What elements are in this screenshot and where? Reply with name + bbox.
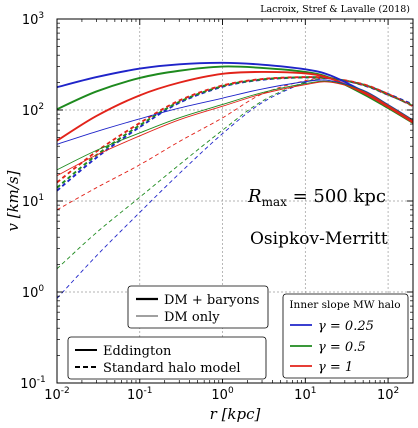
legend-line-width-box (127, 285, 269, 329)
legend-slope-title: Inner slope MW halo (289, 299, 400, 311)
x-tick-label: 10-2 (44, 386, 70, 403)
y-tick-label: 101 (22, 193, 44, 210)
rmax-annotation: Rmax = 500 kpc (247, 186, 386, 209)
ticks (56, 18, 413, 384)
y-tick-label: 102 (22, 102, 44, 119)
legend-line-width: DM + baryons DM only (127, 285, 269, 329)
series-line-eddington-dm-baryons-gamma-1 (56, 70, 414, 142)
x-tick-label: 101 (294, 386, 316, 403)
y-tick-label: 100 (22, 284, 45, 301)
credit-text: Lacroix, Stref & Lavalle (2018) (260, 4, 410, 15)
x-axis-label: r [kpc] (210, 405, 261, 423)
series-layer (56, 61, 414, 299)
y-tick-label: 10-1 (20, 375, 46, 392)
legend-method: Eddington Standard halo model (67, 336, 267, 380)
legend-gamma-1-label: γ = 1 (318, 360, 353, 375)
y-tick-label: 103 (22, 11, 44, 28)
x-tick-label: 100 (211, 386, 234, 403)
y-tick-labels: 10-1 100 101 102 103 (20, 11, 46, 392)
legend-method-box (67, 336, 267, 380)
legend-gamma-025-label: γ = 0.25 (318, 319, 374, 334)
legend-gamma-05-label: γ = 0.5 (318, 340, 366, 355)
series-line-shm-dm-baryons-gamma-1 (56, 76, 414, 184)
series-line-eddington-dm-only-gamma-025 (56, 79, 414, 145)
x-tick-labels: 10-2 10-1 100 101 102 (44, 386, 399, 403)
x-tick-label: 102 (377, 386, 399, 403)
model-annotation: Osipkov-Merritt (250, 229, 388, 249)
legend-thick-label: DM + baryons (164, 293, 259, 308)
series-line-eddington-dm-baryons-gamma-05 (56, 65, 414, 124)
x-tick-label: 10-1 (127, 386, 153, 403)
legend-slope-box (282, 293, 409, 379)
legend-thin-label: DM only (164, 310, 220, 325)
series-line-eddington-dm-only-gamma-1 (56, 81, 414, 177)
legend-solid-label: Eddington (103, 344, 172, 359)
legend-dashed-label: Standard halo model (103, 361, 241, 376)
y-axis-label: v [km/s] (4, 170, 22, 231)
series-line-shm-dm-only-gamma-1 (56, 77, 414, 211)
series-line-shm-dm-only-gamma-05 (56, 77, 414, 270)
legend-slope: Inner slope MW halo γ = 0.25 γ = 0.5 γ =… (282, 293, 409, 379)
